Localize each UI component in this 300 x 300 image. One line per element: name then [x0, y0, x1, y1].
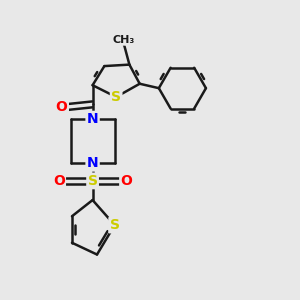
Text: S: S [111, 90, 121, 104]
Text: S: S [110, 218, 120, 232]
Text: N: N [87, 156, 98, 170]
Text: O: O [121, 174, 132, 188]
Text: S: S [88, 174, 98, 188]
Text: O: O [56, 100, 68, 114]
Text: CH₃: CH₃ [112, 34, 135, 45]
Text: O: O [53, 174, 65, 188]
Text: N: N [87, 112, 98, 126]
